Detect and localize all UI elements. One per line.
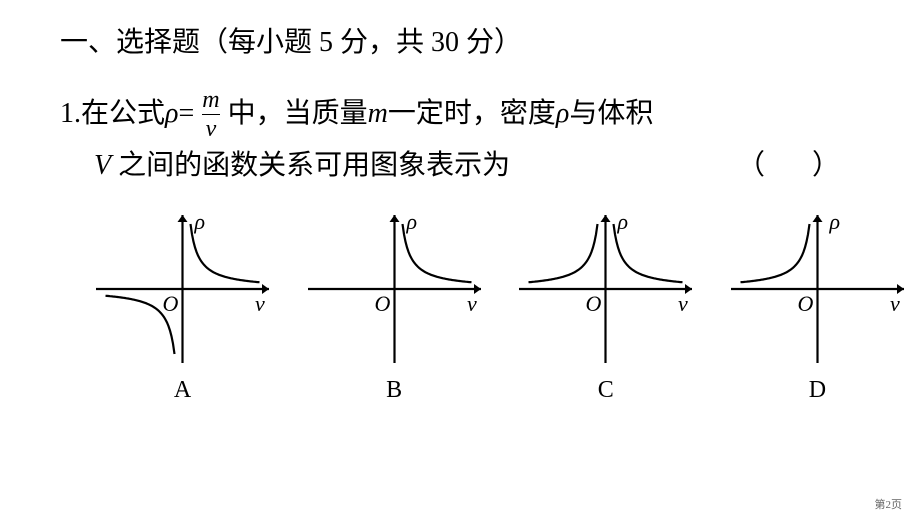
text-d: 与体积 bbox=[569, 89, 653, 139]
question-number: 1. bbox=[60, 89, 81, 139]
graphs-row: ρ v O A ρ v O B ρ v O C bbox=[90, 209, 910, 404]
var-v-cap: V bbox=[94, 150, 111, 181]
svg-text:O: O bbox=[163, 291, 179, 316]
graph-label-d: D bbox=[809, 377, 826, 404]
section-heading: 一、选择题（每小题 5 分，共 30 分） bbox=[60, 20, 860, 60]
graph-option-a: ρ v O A bbox=[90, 209, 275, 404]
line2-text: 之间的函数关系可用图象表示为 bbox=[118, 150, 510, 181]
graph-option-c: ρ v O C bbox=[513, 209, 698, 404]
question-line-2: V 之间的函数关系可用图象表示为 （ ） bbox=[60, 141, 860, 191]
graph-option-b: ρ v O B bbox=[302, 209, 487, 404]
svg-text:O: O bbox=[797, 291, 813, 316]
equals: = bbox=[178, 89, 194, 139]
svg-text:v: v bbox=[255, 291, 265, 316]
fraction-numerator: m bbox=[198, 88, 223, 114]
svg-text:v: v bbox=[678, 291, 688, 316]
graph-svg-c: ρ v O bbox=[513, 209, 698, 369]
svg-text:v: v bbox=[467, 291, 477, 316]
question-1: 1. 在公式 ρ = m v 中，当质量 m 一定时，密度 ρ 与体积 V 之间… bbox=[60, 88, 860, 191]
graph-svg-b: ρ v O bbox=[302, 209, 487, 369]
svg-text:ρ: ρ bbox=[828, 209, 840, 234]
text-c: 一定时，密度 bbox=[388, 89, 556, 139]
graph-label-c: C bbox=[598, 377, 614, 404]
var-rho-2: ρ bbox=[556, 89, 569, 139]
graph-label-a: A bbox=[174, 377, 191, 404]
var-rho: ρ bbox=[165, 89, 178, 139]
page-number: 第2页 bbox=[875, 496, 903, 512]
text-b: 中，当质量 bbox=[228, 89, 368, 139]
svg-text:ρ: ρ bbox=[194, 209, 206, 234]
text-a: 在公式 bbox=[81, 89, 165, 139]
svg-text:v: v bbox=[890, 291, 900, 316]
fraction-denominator: v bbox=[202, 114, 221, 141]
svg-text:O: O bbox=[374, 291, 390, 316]
svg-text:ρ: ρ bbox=[405, 209, 417, 234]
svg-text:O: O bbox=[586, 291, 602, 316]
graph-svg-a: ρ v O bbox=[90, 209, 275, 369]
question-line-1: 1. 在公式 ρ = m v 中，当质量 m 一定时，密度 ρ 与体积 bbox=[60, 88, 860, 141]
answer-bracket: （ ） bbox=[737, 141, 860, 191]
svg-text:ρ: ρ bbox=[617, 209, 629, 234]
graph-option-d: ρ v O D bbox=[725, 209, 910, 404]
graph-label-b: B bbox=[386, 377, 402, 404]
graph-svg-d: ρ v O bbox=[725, 209, 910, 369]
fraction-m-over-v: m v bbox=[198, 88, 223, 141]
var-m: m bbox=[368, 89, 388, 139]
